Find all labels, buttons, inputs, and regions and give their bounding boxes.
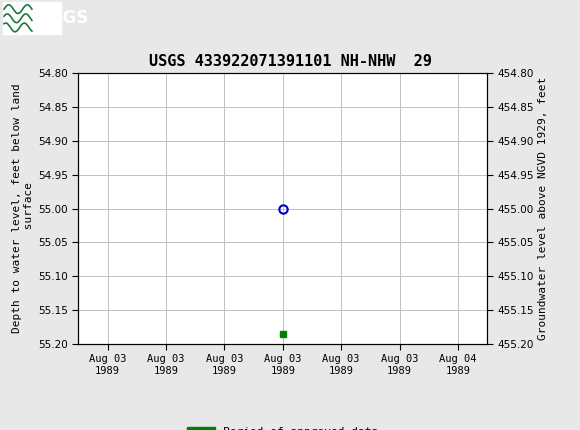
Legend: Period of approved data: Period of approved data <box>182 423 383 430</box>
Bar <box>3 2 61 34</box>
Text: USGS: USGS <box>38 9 89 27</box>
Text: USGS 433922071391101 NH-NHW  29: USGS 433922071391101 NH-NHW 29 <box>148 54 432 69</box>
Y-axis label: Groundwater level above NGVD 1929, feet: Groundwater level above NGVD 1929, feet <box>538 77 548 340</box>
Y-axis label: Depth to water level, feet below land
 surface: Depth to water level, feet below land su… <box>12 84 34 333</box>
